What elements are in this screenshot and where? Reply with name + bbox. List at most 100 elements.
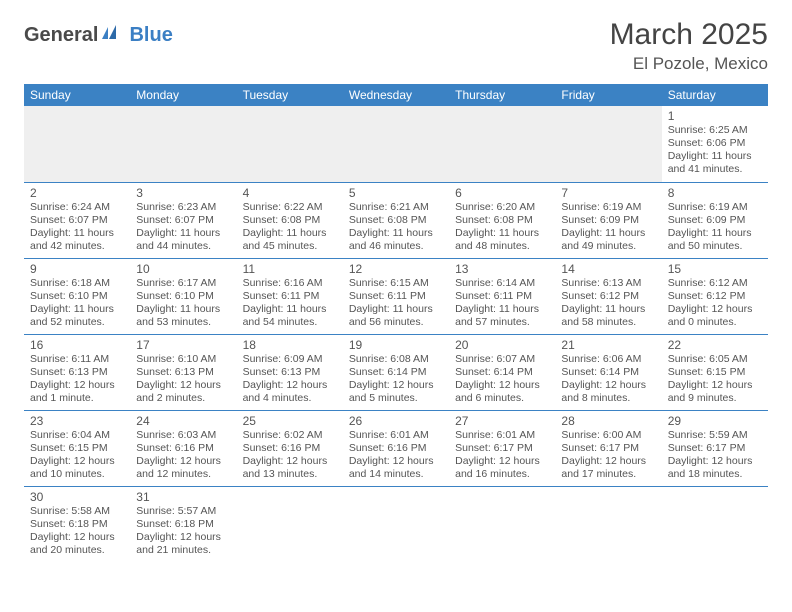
day-info: Sunrise: 6:01 AMSunset: 6:16 PMDaylight:… bbox=[349, 429, 443, 482]
calendar-row: 23Sunrise: 6:04 AMSunset: 6:15 PMDayligh… bbox=[24, 410, 768, 486]
day-number: 26 bbox=[349, 414, 443, 428]
location: El Pozole, Mexico bbox=[610, 54, 768, 74]
weekday-header: Thursday bbox=[449, 84, 555, 106]
day-cell: 12Sunrise: 6:15 AMSunset: 6:11 PMDayligh… bbox=[343, 258, 449, 334]
day-number: 19 bbox=[349, 338, 443, 352]
calendar-row: 30Sunrise: 5:58 AMSunset: 6:18 PMDayligh… bbox=[24, 486, 768, 562]
day-info: Sunrise: 6:06 AMSunset: 6:14 PMDaylight:… bbox=[561, 353, 655, 406]
day-info: Sunrise: 6:22 AMSunset: 6:08 PMDaylight:… bbox=[243, 201, 337, 254]
empty-cell bbox=[662, 486, 768, 562]
day-cell: 2Sunrise: 6:24 AMSunset: 6:07 PMDaylight… bbox=[24, 182, 130, 258]
day-number: 11 bbox=[243, 262, 337, 276]
day-cell: 25Sunrise: 6:02 AMSunset: 6:16 PMDayligh… bbox=[237, 410, 343, 486]
weekday-header: Tuesday bbox=[237, 84, 343, 106]
day-info: Sunrise: 6:13 AMSunset: 6:12 PMDaylight:… bbox=[561, 277, 655, 330]
day-cell: 13Sunrise: 6:14 AMSunset: 6:11 PMDayligh… bbox=[449, 258, 555, 334]
day-number: 9 bbox=[30, 262, 124, 276]
day-info: Sunrise: 6:01 AMSunset: 6:17 PMDaylight:… bbox=[455, 429, 549, 482]
day-number: 16 bbox=[30, 338, 124, 352]
day-info: Sunrise: 6:20 AMSunset: 6:08 PMDaylight:… bbox=[455, 201, 549, 254]
day-cell: 14Sunrise: 6:13 AMSunset: 6:12 PMDayligh… bbox=[555, 258, 661, 334]
month-title: March 2025 bbox=[610, 18, 768, 52]
day-number: 23 bbox=[30, 414, 124, 428]
calendar-row: 2Sunrise: 6:24 AMSunset: 6:07 PMDaylight… bbox=[24, 182, 768, 258]
day-number: 22 bbox=[668, 338, 762, 352]
logo: General Blue bbox=[24, 24, 173, 47]
day-cell: 20Sunrise: 6:07 AMSunset: 6:14 PMDayligh… bbox=[449, 334, 555, 410]
day-info: Sunrise: 6:02 AMSunset: 6:16 PMDaylight:… bbox=[243, 429, 337, 482]
day-info: Sunrise: 6:23 AMSunset: 6:07 PMDaylight:… bbox=[136, 201, 230, 254]
day-number: 4 bbox=[243, 186, 337, 200]
day-number: 2 bbox=[30, 186, 124, 200]
day-cell: 1Sunrise: 6:25 AMSunset: 6:06 PMDaylight… bbox=[662, 106, 768, 182]
empty-cell bbox=[555, 106, 661, 182]
day-number: 20 bbox=[455, 338, 549, 352]
day-info: Sunrise: 6:24 AMSunset: 6:07 PMDaylight:… bbox=[30, 201, 124, 254]
day-cell: 18Sunrise: 6:09 AMSunset: 6:13 PMDayligh… bbox=[237, 334, 343, 410]
day-cell: 30Sunrise: 5:58 AMSunset: 6:18 PMDayligh… bbox=[24, 486, 130, 562]
weekday-header: Sunday bbox=[24, 84, 130, 106]
day-info: Sunrise: 6:09 AMSunset: 6:13 PMDaylight:… bbox=[243, 353, 337, 406]
day-info: Sunrise: 6:08 AMSunset: 6:14 PMDaylight:… bbox=[349, 353, 443, 406]
day-number: 27 bbox=[455, 414, 549, 428]
day-cell: 7Sunrise: 6:19 AMSunset: 6:09 PMDaylight… bbox=[555, 182, 661, 258]
empty-cell bbox=[24, 106, 130, 182]
day-info: Sunrise: 6:00 AMSunset: 6:17 PMDaylight:… bbox=[561, 429, 655, 482]
day-number: 21 bbox=[561, 338, 655, 352]
day-info: Sunrise: 6:14 AMSunset: 6:11 PMDaylight:… bbox=[455, 277, 549, 330]
day-info: Sunrise: 6:25 AMSunset: 6:06 PMDaylight:… bbox=[668, 124, 762, 177]
empty-cell bbox=[343, 486, 449, 562]
calendar-table: SundayMondayTuesdayWednesdayThursdayFrid… bbox=[24, 84, 768, 562]
weekday-header: Wednesday bbox=[343, 84, 449, 106]
day-number: 8 bbox=[668, 186, 762, 200]
weekday-header: Friday bbox=[555, 84, 661, 106]
day-cell: 4Sunrise: 6:22 AMSunset: 6:08 PMDaylight… bbox=[237, 182, 343, 258]
day-number: 14 bbox=[561, 262, 655, 276]
day-cell: 16Sunrise: 6:11 AMSunset: 6:13 PMDayligh… bbox=[24, 334, 130, 410]
day-cell: 8Sunrise: 6:19 AMSunset: 6:09 PMDaylight… bbox=[662, 182, 768, 258]
day-info: Sunrise: 6:17 AMSunset: 6:10 PMDaylight:… bbox=[136, 277, 230, 330]
day-info: Sunrise: 5:57 AMSunset: 6:18 PMDaylight:… bbox=[136, 505, 230, 558]
empty-cell bbox=[237, 106, 343, 182]
day-number: 5 bbox=[349, 186, 443, 200]
day-info: Sunrise: 6:04 AMSunset: 6:15 PMDaylight:… bbox=[30, 429, 124, 482]
day-cell: 27Sunrise: 6:01 AMSunset: 6:17 PMDayligh… bbox=[449, 410, 555, 486]
weekday-header-row: SundayMondayTuesdayWednesdayThursdayFrid… bbox=[24, 84, 768, 106]
day-cell: 28Sunrise: 6:00 AMSunset: 6:17 PMDayligh… bbox=[555, 410, 661, 486]
day-info: Sunrise: 5:59 AMSunset: 6:17 PMDaylight:… bbox=[668, 429, 762, 482]
empty-cell bbox=[343, 106, 449, 182]
calendar-body: 1Sunrise: 6:25 AMSunset: 6:06 PMDaylight… bbox=[24, 106, 768, 562]
day-cell: 11Sunrise: 6:16 AMSunset: 6:11 PMDayligh… bbox=[237, 258, 343, 334]
logo-text-blue: Blue bbox=[129, 24, 172, 47]
day-info: Sunrise: 6:12 AMSunset: 6:12 PMDaylight:… bbox=[668, 277, 762, 330]
day-info: Sunrise: 6:05 AMSunset: 6:15 PMDaylight:… bbox=[668, 353, 762, 406]
empty-cell bbox=[449, 106, 555, 182]
day-number: 17 bbox=[136, 338, 230, 352]
day-cell: 3Sunrise: 6:23 AMSunset: 6:07 PMDaylight… bbox=[130, 182, 236, 258]
weekday-header: Saturday bbox=[662, 84, 768, 106]
calendar-row: 1Sunrise: 6:25 AMSunset: 6:06 PMDaylight… bbox=[24, 106, 768, 182]
day-cell: 17Sunrise: 6:10 AMSunset: 6:13 PMDayligh… bbox=[130, 334, 236, 410]
day-number: 6 bbox=[455, 186, 549, 200]
day-number: 28 bbox=[561, 414, 655, 428]
calendar-row: 9Sunrise: 6:18 AMSunset: 6:10 PMDaylight… bbox=[24, 258, 768, 334]
day-info: Sunrise: 6:11 AMSunset: 6:13 PMDaylight:… bbox=[30, 353, 124, 406]
day-cell: 9Sunrise: 6:18 AMSunset: 6:10 PMDaylight… bbox=[24, 258, 130, 334]
day-number: 30 bbox=[30, 490, 124, 504]
day-info: Sunrise: 6:07 AMSunset: 6:14 PMDaylight:… bbox=[455, 353, 549, 406]
day-cell: 10Sunrise: 6:17 AMSunset: 6:10 PMDayligh… bbox=[130, 258, 236, 334]
day-number: 10 bbox=[136, 262, 230, 276]
day-number: 13 bbox=[455, 262, 549, 276]
day-info: Sunrise: 6:18 AMSunset: 6:10 PMDaylight:… bbox=[30, 277, 124, 330]
day-number: 3 bbox=[136, 186, 230, 200]
flag-icon bbox=[102, 25, 124, 46]
day-cell: 29Sunrise: 5:59 AMSunset: 6:17 PMDayligh… bbox=[662, 410, 768, 486]
day-info: Sunrise: 6:03 AMSunset: 6:16 PMDaylight:… bbox=[136, 429, 230, 482]
day-cell: 23Sunrise: 6:04 AMSunset: 6:15 PMDayligh… bbox=[24, 410, 130, 486]
day-info: Sunrise: 6:15 AMSunset: 6:11 PMDaylight:… bbox=[349, 277, 443, 330]
day-info: Sunrise: 6:21 AMSunset: 6:08 PMDaylight:… bbox=[349, 201, 443, 254]
day-number: 29 bbox=[668, 414, 762, 428]
empty-cell bbox=[449, 486, 555, 562]
day-cell: 31Sunrise: 5:57 AMSunset: 6:18 PMDayligh… bbox=[130, 486, 236, 562]
day-info: Sunrise: 6:19 AMSunset: 6:09 PMDaylight:… bbox=[668, 201, 762, 254]
